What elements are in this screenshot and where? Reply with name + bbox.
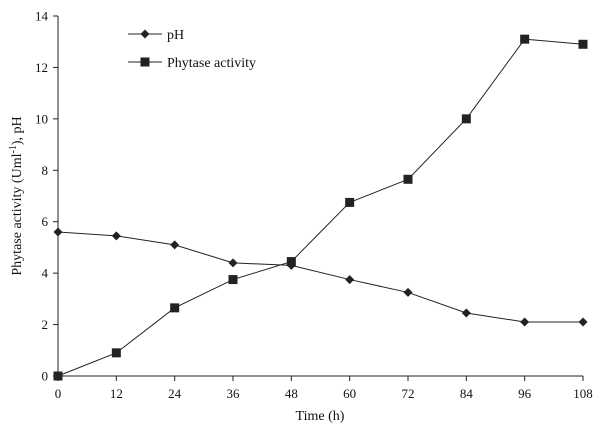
data-point-ph bbox=[228, 258, 238, 268]
data-point-phytase bbox=[461, 114, 471, 124]
y-tick-label: 2 bbox=[42, 317, 49, 332]
legend-marker-phytase bbox=[140, 57, 150, 67]
data-point-phytase bbox=[520, 34, 530, 44]
x-tick-label: 48 bbox=[285, 386, 298, 401]
x-ticks: 0 12 24 36 48 60 72 84 96 108 bbox=[55, 376, 593, 401]
x-tick-label: 84 bbox=[460, 386, 474, 401]
data-point-ph bbox=[578, 317, 588, 327]
y-tick-label: 14 bbox=[35, 9, 49, 24]
data-point-phytase bbox=[345, 197, 355, 207]
y-tick-label: 0 bbox=[42, 369, 49, 384]
y-tick-label: 12 bbox=[35, 60, 48, 75]
series-layer bbox=[53, 34, 588, 381]
data-point-ph bbox=[53, 227, 63, 237]
data-point-phytase bbox=[286, 257, 296, 267]
x-tick-label: 12 bbox=[110, 386, 123, 401]
x-tick-label: 24 bbox=[168, 386, 182, 401]
x-tick-label: 108 bbox=[573, 386, 593, 401]
series-line-ph bbox=[57, 231, 583, 323]
data-point-phytase bbox=[578, 39, 588, 49]
y-tick-label: 6 bbox=[42, 214, 49, 229]
data-point-ph bbox=[111, 231, 121, 241]
legend: pH Phytase activity bbox=[128, 28, 256, 71]
x-tick-label: 36 bbox=[227, 386, 241, 401]
y-axis-title-superscript: -1 bbox=[8, 145, 19, 153]
y-tick-label: 8 bbox=[42, 163, 49, 178]
x-tick-label: 0 bbox=[55, 386, 62, 401]
data-point-ph bbox=[170, 240, 180, 250]
y-ticks: 0 2 4 6 8 10 12 14 bbox=[35, 9, 58, 384]
y-axis-title: Phytase activity (Uml-1), pH bbox=[8, 116, 25, 275]
axes bbox=[57, 16, 583, 377]
legend-entry-ph: pH bbox=[128, 28, 184, 43]
y-axis-title-suffix: ), pH bbox=[10, 116, 25, 145]
x-tick-label: 72 bbox=[402, 386, 415, 401]
data-point-phytase bbox=[111, 348, 121, 358]
data-point-phytase bbox=[170, 303, 180, 313]
x-tick-label: 60 bbox=[343, 386, 356, 401]
series-line-phytase bbox=[57, 38, 584, 377]
data-point-ph bbox=[403, 287, 413, 297]
x-axis-title: Time (h) bbox=[296, 409, 345, 424]
legend-entry-phytase: Phytase activity bbox=[128, 56, 256, 71]
data-point-phytase bbox=[228, 275, 238, 285]
y-tick-label: 10 bbox=[35, 111, 48, 126]
data-point-ph bbox=[345, 275, 355, 285]
y-tick-label: 4 bbox=[42, 266, 49, 281]
data-point-ph bbox=[520, 317, 530, 327]
x-tick-label: 96 bbox=[518, 386, 532, 401]
legend-label-phytase: Phytase activity bbox=[167, 56, 256, 71]
data-point-phytase bbox=[53, 371, 63, 381]
legend-marker-ph bbox=[140, 29, 150, 39]
y-axis-title-prefix: Phytase activity (Uml bbox=[10, 153, 25, 275]
legend-label-ph: pH bbox=[167, 28, 184, 43]
data-point-phytase bbox=[403, 174, 413, 184]
data-point-ph bbox=[461, 308, 471, 318]
